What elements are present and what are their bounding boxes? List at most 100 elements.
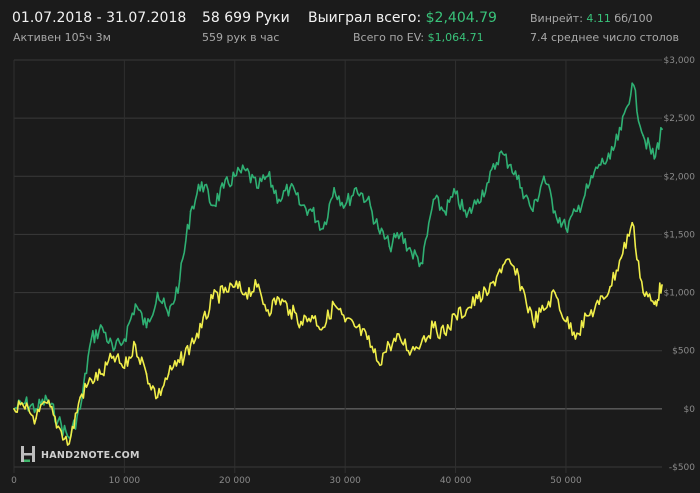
winnings-point — [653, 157, 656, 160]
ev-point — [498, 268, 501, 271]
winnings-point — [90, 338, 93, 340]
winnings-point — [289, 187, 291, 189]
ev-point — [355, 326, 358, 329]
winnings-point — [410, 251, 413, 253]
winnings-point — [620, 128, 623, 131]
winnings-point — [278, 198, 280, 201]
x-tick-label: 40 000 — [440, 476, 472, 486]
ev-point — [233, 285, 236, 288]
ev-point — [554, 291, 556, 294]
winnings-point — [35, 408, 37, 410]
ev-point — [366, 338, 369, 340]
ev-point — [267, 309, 269, 311]
ev-point — [222, 291, 225, 294]
x-tick-label: 20 000 — [219, 476, 251, 486]
winnings-point — [344, 204, 347, 207]
won-value: $2,404.79 — [425, 10, 497, 26]
stats-header: 01.07.2018 - 31.07.2018 Активен 105ч 3м … — [0, 0, 700, 48]
winnings-point — [421, 262, 424, 265]
ev-point — [487, 291, 490, 294]
winnings-point — [509, 163, 512, 166]
winnings-point — [57, 419, 60, 422]
ev-point — [24, 408, 26, 410]
ev-point — [576, 332, 578, 335]
ev-point — [167, 373, 170, 375]
ev-point — [211, 297, 214, 300]
winnings-point — [443, 210, 446, 213]
ev-point — [565, 320, 567, 323]
ev-point — [465, 309, 468, 311]
ev-point — [454, 314, 457, 317]
ev-point — [311, 314, 313, 317]
winnings-point — [311, 210, 313, 213]
winnings-point — [661, 128, 663, 131]
winnings-point — [178, 280, 181, 282]
y-tick-label: $1,000 — [664, 289, 696, 299]
ev-point — [661, 284, 663, 286]
winnings-point — [388, 245, 391, 248]
winnings-point — [256, 187, 258, 189]
hand2note-logo-text: HAND2NOTE.COM — [41, 450, 140, 461]
y-tick-label: $1,500 — [664, 230, 696, 240]
won-total: Выиграл всего: $2,404.79 — [308, 10, 497, 26]
winnings-point — [631, 82, 634, 85]
ev-point — [145, 373, 148, 375]
ev-point — [609, 285, 611, 288]
winnings-point — [543, 175, 545, 178]
ev-point — [112, 355, 115, 358]
ev-point — [156, 396, 159, 399]
winnings-point — [565, 227, 567, 230]
winrate-value: 4.11 — [586, 12, 611, 25]
chart-grid — [13, 59, 662, 473]
winnings-point — [134, 303, 137, 306]
winnings-point — [532, 210, 534, 213]
winrate-label: Винрейт: — [530, 12, 583, 25]
winnings-point — [377, 227, 380, 230]
ev-point — [256, 285, 258, 288]
winnings-point — [145, 326, 148, 329]
winnings-point — [189, 210, 192, 213]
ev-point — [410, 349, 413, 352]
ev-point — [399, 338, 402, 340]
winnings-line — [13, 82, 663, 439]
winnings-point — [587, 187, 589, 189]
winnings-point — [432, 198, 435, 201]
x-tick-label: 0 — [11, 476, 17, 486]
ev-point — [189, 344, 192, 346]
ev-point — [333, 303, 335, 306]
chart-series — [13, 82, 663, 446]
x-tick-label: 30 000 — [329, 476, 361, 486]
ev-point — [46, 402, 48, 404]
winnings-point — [167, 314, 170, 317]
winnings-point — [300, 204, 302, 207]
winnings-point — [156, 291, 159, 294]
winnings-point — [267, 175, 269, 178]
winnings-point — [554, 210, 556, 213]
ev-point — [388, 344, 391, 346]
active-time: Активен 105ч 3м — [13, 31, 111, 44]
winnings-point — [642, 134, 645, 137]
winnings-point — [46, 398, 48, 401]
ev-point — [289, 309, 291, 311]
winrate: Винрейт: 4.11 бб/100 — [530, 12, 653, 25]
x-tick-label: 50 000 — [550, 476, 582, 486]
winnings-point — [244, 169, 247, 172]
ev-point — [90, 378, 93, 381]
winnings-point — [101, 326, 104, 329]
hands-count: 58 699 Руки — [202, 10, 290, 26]
hand2note-logo-icon — [21, 446, 35, 462]
y-tick-label: $500 — [672, 347, 695, 357]
ev-point — [278, 297, 280, 300]
ev-line — [13, 222, 663, 446]
ev-point — [520, 285, 523, 288]
ev-point — [598, 303, 600, 306]
winnings-point — [454, 192, 457, 195]
ev-point — [35, 417, 37, 420]
winnings-point — [366, 198, 369, 201]
ev-point — [421, 338, 424, 340]
ev-point — [13, 408, 15, 410]
ev-point — [532, 320, 534, 323]
winnings-point — [520, 187, 523, 189]
winnings-point — [476, 198, 479, 201]
winnings-point — [598, 163, 600, 166]
